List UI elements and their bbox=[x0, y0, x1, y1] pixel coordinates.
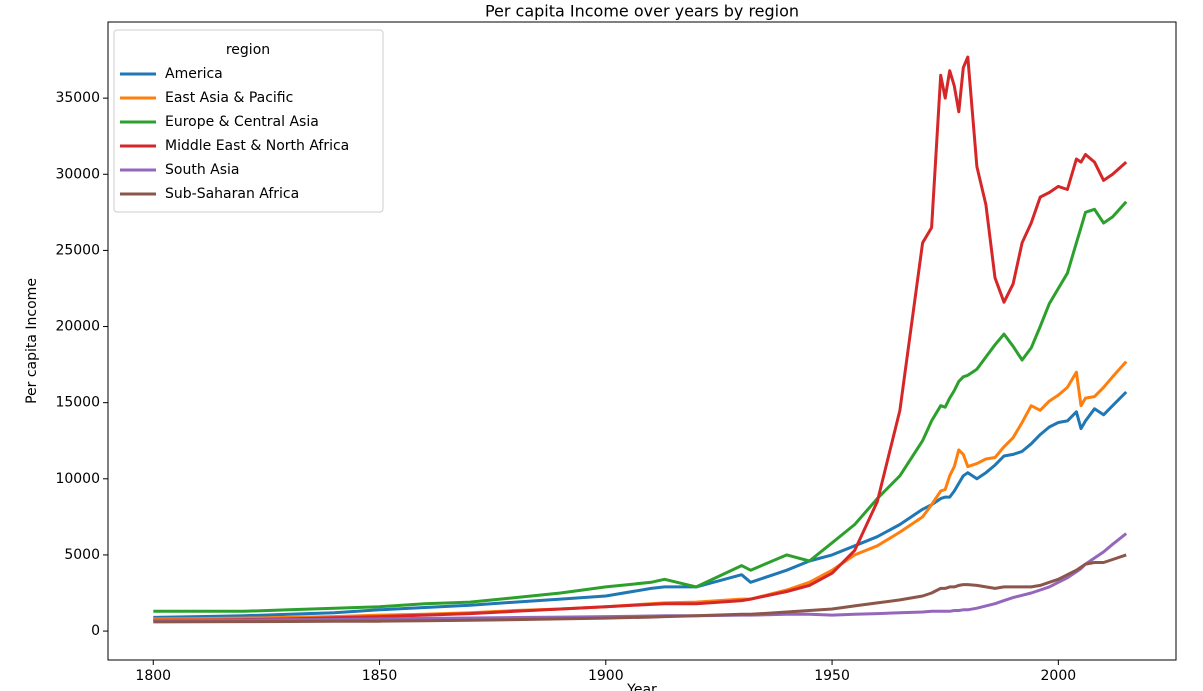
series-line bbox=[153, 553, 1127, 624]
x-tick-label: 1850 bbox=[362, 668, 398, 684]
y-tick-label: 0 bbox=[91, 623, 100, 639]
plot-area bbox=[107, 21, 1177, 661]
legend-label: East Asia & Pacific bbox=[165, 90, 293, 106]
y-tick-label: 5000 bbox=[64, 547, 100, 563]
x-tick-label: 1800 bbox=[135, 668, 171, 684]
x-tick-label: 1900 bbox=[588, 668, 624, 684]
series-line bbox=[153, 532, 1128, 622]
series-line bbox=[153, 200, 1128, 613]
x-tick-label: 1950 bbox=[814, 668, 850, 684]
legend-label: Sub-Saharan Africa bbox=[165, 186, 299, 202]
y-tick-label: 35000 bbox=[55, 90, 100, 106]
series-line bbox=[153, 360, 1128, 621]
x-axis-label: Year bbox=[626, 682, 657, 691]
y-tick-label: 30000 bbox=[55, 166, 100, 182]
legend-label: Europe & Central Asia bbox=[165, 114, 319, 130]
series-line bbox=[153, 390, 1128, 619]
y-tick-label: 15000 bbox=[55, 395, 100, 411]
y-tick-label: 25000 bbox=[55, 242, 100, 258]
y-axis-label: Per capita Income bbox=[24, 278, 40, 404]
legend-label: America bbox=[165, 66, 223, 82]
legend-label: South Asia bbox=[165, 162, 239, 178]
y-tick-label: 20000 bbox=[55, 319, 100, 335]
series-line bbox=[153, 55, 1128, 622]
legend-title: region bbox=[226, 42, 270, 58]
legend-box bbox=[113, 29, 384, 213]
chart-title: Per capita Income over years by region bbox=[485, 2, 799, 21]
x-tick-label: 2000 bbox=[1041, 668, 1077, 684]
legend-label: Middle East & North Africa bbox=[165, 138, 349, 154]
y-tick-label: 10000 bbox=[55, 471, 100, 487]
